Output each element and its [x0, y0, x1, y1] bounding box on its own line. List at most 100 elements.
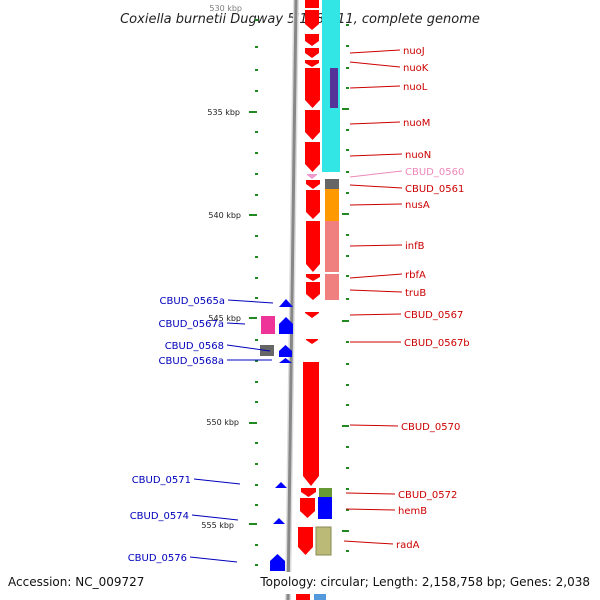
- ruler-tick-left: [255, 131, 258, 133]
- gene-arrow-top: [305, 0, 319, 8]
- gene-arrow-CBUD_0567a: [279, 317, 293, 334]
- ruler-label: 545 kbp: [208, 314, 241, 323]
- gene-arrow-CBUD_0560: [307, 174, 317, 179]
- ruler-tick-right: [346, 363, 349, 365]
- ruler-tick-left: [255, 173, 258, 175]
- leader-line: [227, 299, 274, 304]
- ruler-tick-right: [342, 425, 349, 427]
- gene-label-right: radA: [396, 540, 420, 551]
- gene-label-right: rbfA: [405, 270, 426, 281]
- ruler-tick-right: [346, 341, 349, 343]
- leader-line: [349, 184, 403, 189]
- gene-arrow-nuoJ: [305, 10, 319, 30]
- ruler-tick-right: [346, 404, 349, 406]
- genome-backbone: [285, 0, 299, 600]
- leader-line: [349, 203, 403, 206]
- gene-arrow-CBUD_0574: [273, 518, 285, 524]
- ruler-tick-left: [255, 339, 258, 341]
- ruler-tick-right: [346, 550, 349, 552]
- leader-line: [349, 273, 403, 279]
- ruler-tick-right: [346, 298, 349, 300]
- ruler-tick-right: [342, 320, 349, 322]
- gene-label-right: nuoK: [403, 63, 429, 74]
- ruler-tick-right: [342, 213, 349, 215]
- gene-label-right: CBUD_0561: [405, 184, 464, 195]
- ruler-tick-right: [346, 129, 349, 131]
- gene-arrow-CBUD_0572: [301, 488, 316, 497]
- ruler-tick-left: [255, 235, 258, 237]
- gene-arrow-CBUD_0576: [270, 554, 285, 571]
- right-gene-labels: nuoJ nuoK nuoL nuoM nuoN CBUD_0560 CBUD_0561nu…: [343, 46, 470, 551]
- ruler-tick-left: [255, 90, 258, 92]
- gene-arrow-CBUD_0570: [303, 362, 319, 486]
- gene-arrow-nusA: [306, 190, 320, 219]
- map-title: Coxiella burnetii Dugway 5J108-111, comp…: [120, 12, 480, 27]
- gene-arrow-bottom: [296, 592, 310, 600]
- ruler-tick-right: [346, 275, 349, 277]
- leader-line: [345, 508, 396, 511]
- gene-label-right: CBUD_0567: [404, 310, 463, 321]
- gene-arrow-truB: [306, 282, 320, 300]
- gene-arrow-infB: [306, 221, 320, 272]
- gene-label-right: nusA: [405, 200, 430, 211]
- leader-line: [349, 170, 403, 178]
- ruler-tick-left: [255, 194, 258, 196]
- ruler-tick-left: [255, 46, 258, 48]
- cog-bar-salmon: [325, 221, 339, 272]
- leader-line: [189, 556, 238, 563]
- leader-line: [349, 244, 403, 247]
- gene-arrow-hemB: [300, 498, 315, 518]
- footer-band: [0, 572, 600, 594]
- leader-line: [193, 478, 241, 485]
- ruler-tick-left: [255, 69, 258, 71]
- gene-arrow-CBUD_0568: [279, 345, 292, 357]
- ruler-tick-left: [255, 401, 258, 403]
- gene-arrow-CBUD_0565a: [279, 299, 293, 307]
- leader-line: [226, 344, 271, 352]
- ruler-tick-right: [346, 149, 349, 151]
- ruler-tick-left: [255, 152, 258, 154]
- ruler-label: 550 kbp: [206, 418, 239, 427]
- gene-arrow-CBUD_0561: [306, 180, 320, 189]
- ruler-tick-right: [346, 488, 349, 490]
- gene-label-right: CBUD_0560: [405, 167, 464, 178]
- ruler-label: 555 kbp: [201, 521, 234, 530]
- gene-label-left: CBUD_0568: [165, 341, 224, 352]
- gene-label-left: CBUD_0567a: [159, 319, 224, 330]
- ruler-tick-right: [346, 24, 349, 26]
- leader-line: [349, 153, 403, 157]
- ruler-tick-left: [255, 297, 258, 299]
- gene-arrow-nuoK: [305, 34, 319, 46]
- leader-line: [349, 424, 399, 427]
- gene-arrow-nuoN: [305, 142, 320, 172]
- ruler-tick-right: [342, 530, 349, 532]
- leader-line: [349, 289, 403, 293]
- ruler-tick-left: [255, 360, 258, 362]
- ruler-tick-left: [249, 317, 257, 319]
- ruler-tick-left: [255, 381, 258, 383]
- ruler-tick-left: [255, 277, 258, 279]
- ruler-tick-right: [346, 234, 349, 236]
- genome-summary-text: Topology: circular; Length: 2,158,758 bp…: [259, 575, 590, 589]
- leader-line: [349, 49, 401, 54]
- gene-label-right: nuoM: [403, 118, 430, 129]
- gene-label-right: truB: [405, 288, 426, 299]
- ruler-tick-right: [346, 467, 349, 469]
- leader-line: [349, 85, 401, 89]
- ruler-tick-right: [346, 509, 349, 511]
- cog-bar-khaki: [315, 526, 332, 556]
- leader-line: [349, 121, 401, 125]
- leader-line: [349, 61, 401, 68]
- gene-arrow-radA: [298, 527, 313, 555]
- ruler-tick-right: [346, 446, 349, 448]
- ruler-tick-right: [346, 45, 349, 47]
- gene-features: [260, 0, 320, 600]
- leader-line: [343, 540, 394, 545]
- accession-text: Accession: NC_009727: [8, 575, 144, 589]
- gene-label-right: CBUD_0572: [398, 490, 457, 501]
- ruler-tick-left: [249, 523, 257, 525]
- gene-label-right: nuoN: [405, 150, 431, 161]
- cog-box-magenta: [261, 316, 275, 334]
- cog-bar-purple: [330, 68, 338, 108]
- ruler-tick-left: [255, 504, 258, 506]
